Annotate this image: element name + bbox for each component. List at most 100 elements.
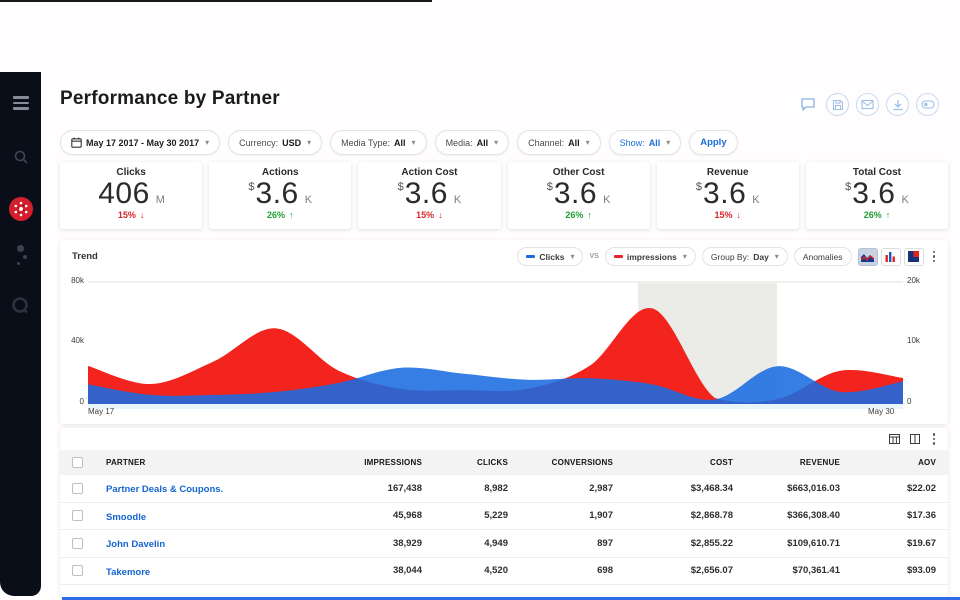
cell-aov: $17.36 [906,510,936,522]
row-checkbox[interactable] [71,482,83,494]
download-icon[interactable] [886,93,909,116]
axis-baseline-glow [88,404,903,409]
page-title: Performance by Partner [60,88,280,109]
search-icon[interactable] [0,142,41,172]
kpi-unit: K [752,194,760,206]
cell-clicks: 4,949 [484,537,508,549]
kpi-value: 3.6 [255,177,299,210]
trend-title: Trend [72,251,98,262]
column-header-impressions[interactable]: IMPRESSIONS [364,458,422,467]
kpi-value: 406 [98,177,150,210]
chevron-down-icon: ▾ [570,252,575,261]
partner-link[interactable]: Partner Deals & Coupons. [106,484,224,496]
media-type-filter[interactable]: Media Type: All ▾ [330,130,427,155]
cell-impressions: 38,929 [392,537,422,549]
cell-conversions: 897 [597,537,613,549]
channel-filter[interactable]: Channel: All ▾ [517,130,601,155]
arrow-down-icon: ↓ [438,210,443,220]
kpi-delta: 26% ↑ [565,210,592,220]
area-chart-icon[interactable] [857,247,878,266]
date-range-picker[interactable]: May 17 2017 - May 30 2017 ▾ [60,130,221,155]
grid-view-icon[interactable] [888,434,900,444]
kpi-unit: K [901,194,909,206]
chevron-down-icon: ▾ [666,138,671,147]
filter-bar: May 17 2017 - May 30 2017 ▾ Currency: US… [60,130,950,155]
kpi-delta: 26% ↑ [267,210,294,220]
chevron-down-icon: ▾ [774,252,779,261]
kpi-currency: $ [845,181,852,193]
filter-value: All [476,137,489,148]
kpi-delta: 15% ↓ [117,210,145,220]
comment-icon[interactable] [796,93,819,116]
kpi-row: Clicks 406 M 15% ↓ Actions $3.6 K 26% ↑ Acti… [60,162,949,229]
column-header-cost[interactable]: COST [709,458,733,467]
series-b-swatch [613,255,623,258]
filter-label: Show: [619,137,645,148]
arrow-up-icon: ↑ [885,210,891,220]
kpi-unit: K [453,194,462,206]
group-by-dropdown[interactable]: Group By: Day ▾ [701,247,788,266]
media-filter[interactable]: Media: All ▾ [434,130,510,155]
table-toolbar [60,428,948,450]
column-header-clicks[interactable]: CLICKS [477,458,508,467]
trend-more-options-icon[interactable] [930,250,939,263]
trend-chart[interactable] [88,281,903,409]
left-axis-tick: 80k [71,276,84,285]
row-checkbox[interactable] [71,537,83,549]
apply-button[interactable]: Apply [689,130,738,155]
filter-label: Media Type: [341,137,391,148]
email-icon[interactable] [856,93,879,116]
stacked-chart-icon[interactable] [903,247,924,266]
series-a-dropdown[interactable]: Clicks ▾ [517,247,584,266]
column-header-conversions[interactable]: CONVERSIONS [551,458,613,467]
partner-link[interactable]: John Davelin [106,539,166,551]
partner-link[interactable]: Takemore [106,566,151,578]
columns-icon[interactable] [909,434,920,444]
group-by-label: Group By: [710,251,750,262]
cell-impressions: 45,968 [392,510,422,522]
series-a-label: Clicks [539,251,565,262]
currency-filter[interactable]: Currency: USD ▾ [228,130,323,155]
bar-chart-icon[interactable] [880,247,901,266]
arrow-down-icon: ↓ [736,210,742,220]
column-header-partner[interactable]: PARTNER [106,458,146,467]
kpi-label: Clicks [116,167,146,178]
cell-conversions: 1,907 [589,510,613,522]
cell-impressions: 38,044 [392,565,422,577]
row-checkbox[interactable] [71,565,83,577]
cell-revenue: $663,016.03 [787,482,840,494]
column-header-revenue[interactable]: REVENUE [799,458,840,467]
brand-logo[interactable] [0,194,41,224]
filter-value: All [568,137,580,148]
trend-area-series [88,308,903,404]
cell-aov: $19.67 [906,537,936,549]
select-all-checkbox[interactable] [71,457,83,468]
table-more-options-icon[interactable] [930,433,939,445]
share-link-icon[interactable] [916,93,939,116]
right-axis-tick: 0 [907,397,912,406]
series-a-swatch [526,255,536,258]
anomalies-button[interactable]: Anomalies [793,247,852,266]
show-filter[interactable]: Show: All ▾ [608,130,682,155]
x-axis-tick-start: May 17 [88,407,115,416]
menu-icon[interactable] [0,88,41,118]
filter-label: Channel: [528,137,565,148]
kpi-card-actions: Actions $3.6 K 26% ↑ [209,162,352,229]
partner-link[interactable]: Smoodle [106,511,147,523]
kpi-card-revenue: Revenue $3.6 K 15% ↓ [656,162,799,229]
table-row: Smoodle 45,968 5,229 1,907 $2,868.78 $36… [60,502,948,530]
series-b-dropdown[interactable]: impressions ▾ [604,247,696,266]
column-header-aov[interactable]: AOV [918,458,936,467]
table-row: John Davelin 38,929 4,949 897 $2,855.22 … [60,530,948,558]
row-checkbox[interactable] [71,510,83,522]
q-icon[interactable] [0,290,41,320]
cell-revenue: $70,361.41 [792,565,840,577]
save-icon[interactable] [826,93,849,116]
kpi-card-total-cost: Total Cost $3.6 K 26% ↑ [805,162,949,229]
cell-revenue: $366,308.40 [787,510,840,522]
kpi-label: Revenue [706,167,749,178]
kpi-currency: $ [248,181,255,193]
cell-clicks: 4,520 [484,565,508,577]
more-dots-icon[interactable] [0,240,41,270]
